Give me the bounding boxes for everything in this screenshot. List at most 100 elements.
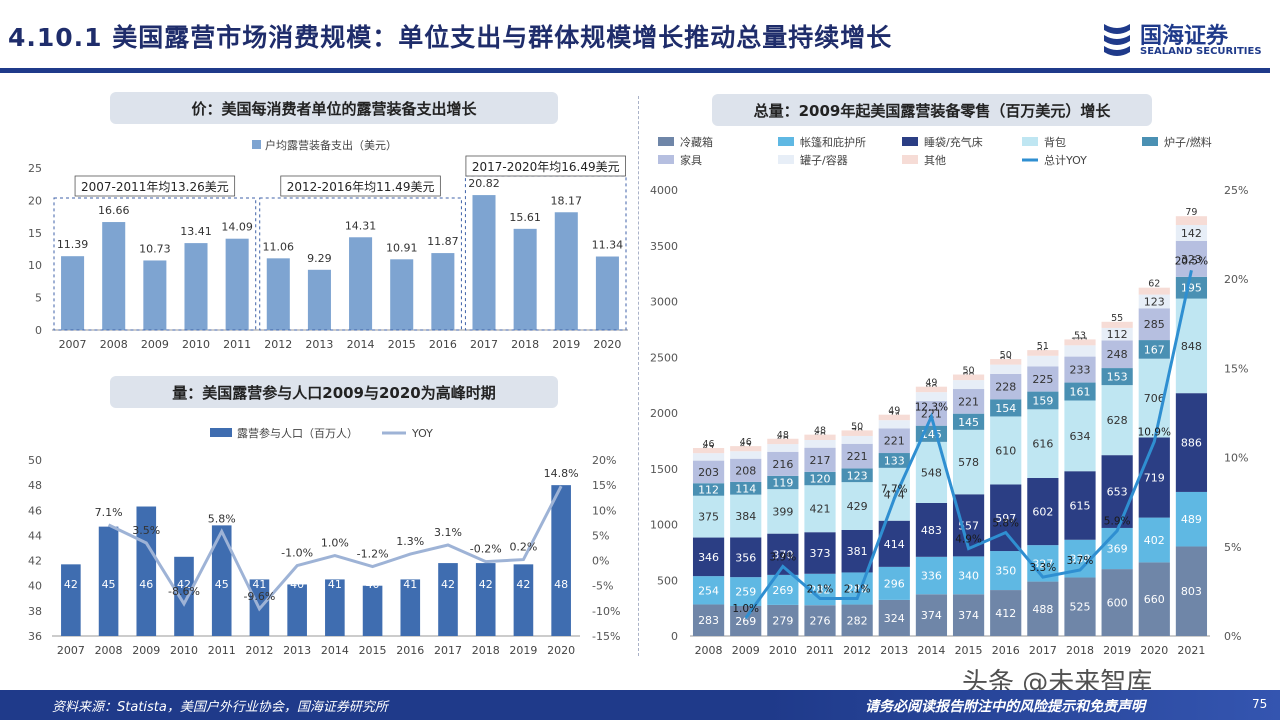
segment-value-label: 221: [847, 450, 868, 463]
stacked-bar-segment: [1138, 562, 1170, 636]
x-tick-label: 2015: [359, 644, 387, 657]
chart-title: 价：美国每消费者单位的露营装备支出增长: [191, 100, 477, 118]
bar: [307, 269, 331, 330]
bar-value-label: 13.41: [180, 225, 212, 238]
company-logo: 国海证券 SEALAND SECURITIES: [1100, 18, 1275, 66]
x-tick-label: 2018: [511, 338, 539, 351]
x-tick-label: 2009: [732, 644, 760, 657]
stacked-bar-segment: [878, 453, 910, 468]
segment-value-label: 616: [1032, 438, 1053, 451]
x-tick-label: 2012: [264, 338, 292, 351]
legend-label: 罐子/容器: [800, 153, 848, 167]
yoy-label: 1.0%: [732, 603, 759, 615]
bar-value-label: 18.17: [551, 194, 583, 207]
segment-value-label: 50: [963, 366, 975, 377]
segment-value-label: 133: [884, 454, 905, 467]
x-tick-label: 2014: [917, 644, 945, 657]
segment-value-label: 327: [1032, 557, 1053, 570]
stacked-bar-segment: [915, 386, 948, 393]
bar: [475, 563, 496, 636]
annotation-label: 2012-2016年均11.49美元: [287, 180, 435, 194]
segment-value-label: 50: [851, 421, 863, 432]
chart-title: 总量：2009年起美国露营装备零售（百万美元）增长: [754, 102, 1112, 120]
segment-value-label: 221: [958, 395, 979, 408]
segment-value-label: 653: [1107, 486, 1128, 499]
bar-value-label: 41: [252, 578, 266, 591]
footer-source: 资料来源：Statista，美国户外行业协会，国海证券研究所: [52, 700, 388, 715]
stacked-bar-segment: [878, 566, 910, 600]
x-tick-label: 2019: [1103, 644, 1131, 657]
stacked-bar-segment: [1138, 340, 1170, 359]
x-tick-label: 2017: [470, 338, 498, 351]
stacked-bar-segment: [730, 458, 762, 482]
segment-value-label: 660: [1144, 593, 1165, 606]
bar: [61, 256, 85, 330]
stacked-bar-segment: [952, 429, 985, 495]
bar: [174, 556, 194, 636]
segment-value-label: 276: [810, 615, 831, 628]
stacked-bar-segment: [990, 590, 1022, 636]
stacked-bar-segment: [730, 446, 762, 452]
legend-label: 其他: [924, 154, 946, 167]
segment-value-label: 142: [1181, 227, 1202, 240]
bar: [472, 195, 496, 330]
stacked-bar-segment: [878, 428, 910, 454]
x-tick-label: 2019: [552, 338, 580, 351]
yoy-label: 7.1%: [95, 506, 123, 519]
stacked-bar-segment: [692, 453, 725, 461]
segment-value-label: 161: [1070, 386, 1091, 399]
stacked-bar-segment: [804, 532, 836, 574]
footer-disclaimer: 请务必阅读报告附注中的风险提示和免责声明: [865, 699, 1145, 715]
x-tick-label: 2010: [769, 644, 797, 657]
stacked-bar-segment: [878, 420, 910, 429]
segment-value-label: 79: [1185, 207, 1197, 218]
x-tick-label: 2020: [547, 644, 575, 657]
yoy-label: 1.3%: [396, 535, 424, 548]
stacked-bar-segment: [692, 576, 725, 605]
segment-value-label: 421: [810, 503, 831, 516]
stacked-bar-segment: [915, 502, 948, 557]
segment-value-label: 159: [1032, 394, 1053, 407]
bar-value-label: 42: [441, 578, 455, 591]
x-tick-label: 2012: [843, 644, 871, 657]
logo-en-text: SEALAND SECURITIES: [1140, 46, 1262, 57]
stacked-bar-segment: [878, 599, 910, 636]
segment-value-label: 285: [1144, 318, 1165, 331]
bar-value-label: 48: [554, 578, 568, 591]
y-tick-label: 4000: [650, 184, 678, 197]
segment-value-label: 525: [1070, 601, 1091, 614]
segment-value-label: 195: [1181, 282, 1202, 295]
segment-value-label: 324: [884, 612, 905, 625]
segment-value-label: 483: [921, 524, 942, 537]
segment-value-label: 50: [1000, 350, 1012, 361]
panel-separator: [638, 96, 639, 656]
segment-value-label: 167: [1144, 343, 1165, 356]
stacked-bar-segment: [1101, 569, 1133, 636]
bar-value-label: 16.66: [98, 204, 130, 217]
segment-value-label: 488: [1032, 603, 1053, 616]
yoy-label: -1.0%: [281, 547, 313, 560]
annotation-label-box: [280, 175, 441, 197]
stacked-bar-segment: [767, 438, 799, 445]
stacked-bar-segment: [952, 556, 985, 595]
x-tick-label: 2007: [57, 644, 85, 657]
x-tick-label: 2010: [182, 338, 210, 351]
y-tick-label: 2000: [650, 407, 678, 420]
x-tick-label: 2015: [388, 338, 416, 351]
segment-value-label: 55: [1111, 313, 1123, 324]
y-tick-label: 48: [28, 479, 42, 492]
stacked-bar-segment: [767, 489, 799, 534]
y-tick-label: 3500: [650, 240, 678, 253]
x-tick-label: 2008: [95, 644, 123, 657]
bar: [61, 564, 81, 636]
bar: [225, 238, 249, 330]
segment-value-label: 610: [995, 444, 1016, 457]
stacked-bar-segment: [1101, 527, 1133, 570]
y2-tick-label: 5%: [592, 529, 609, 542]
segment-value-label: 153: [1107, 371, 1128, 384]
stacked-bar-segment: [1027, 366, 1059, 392]
stacked-bar-segment: [1175, 225, 1208, 241]
legend-label: 帐篷和庇护所: [800, 135, 866, 149]
stacked-bar-segment: [804, 605, 836, 636]
